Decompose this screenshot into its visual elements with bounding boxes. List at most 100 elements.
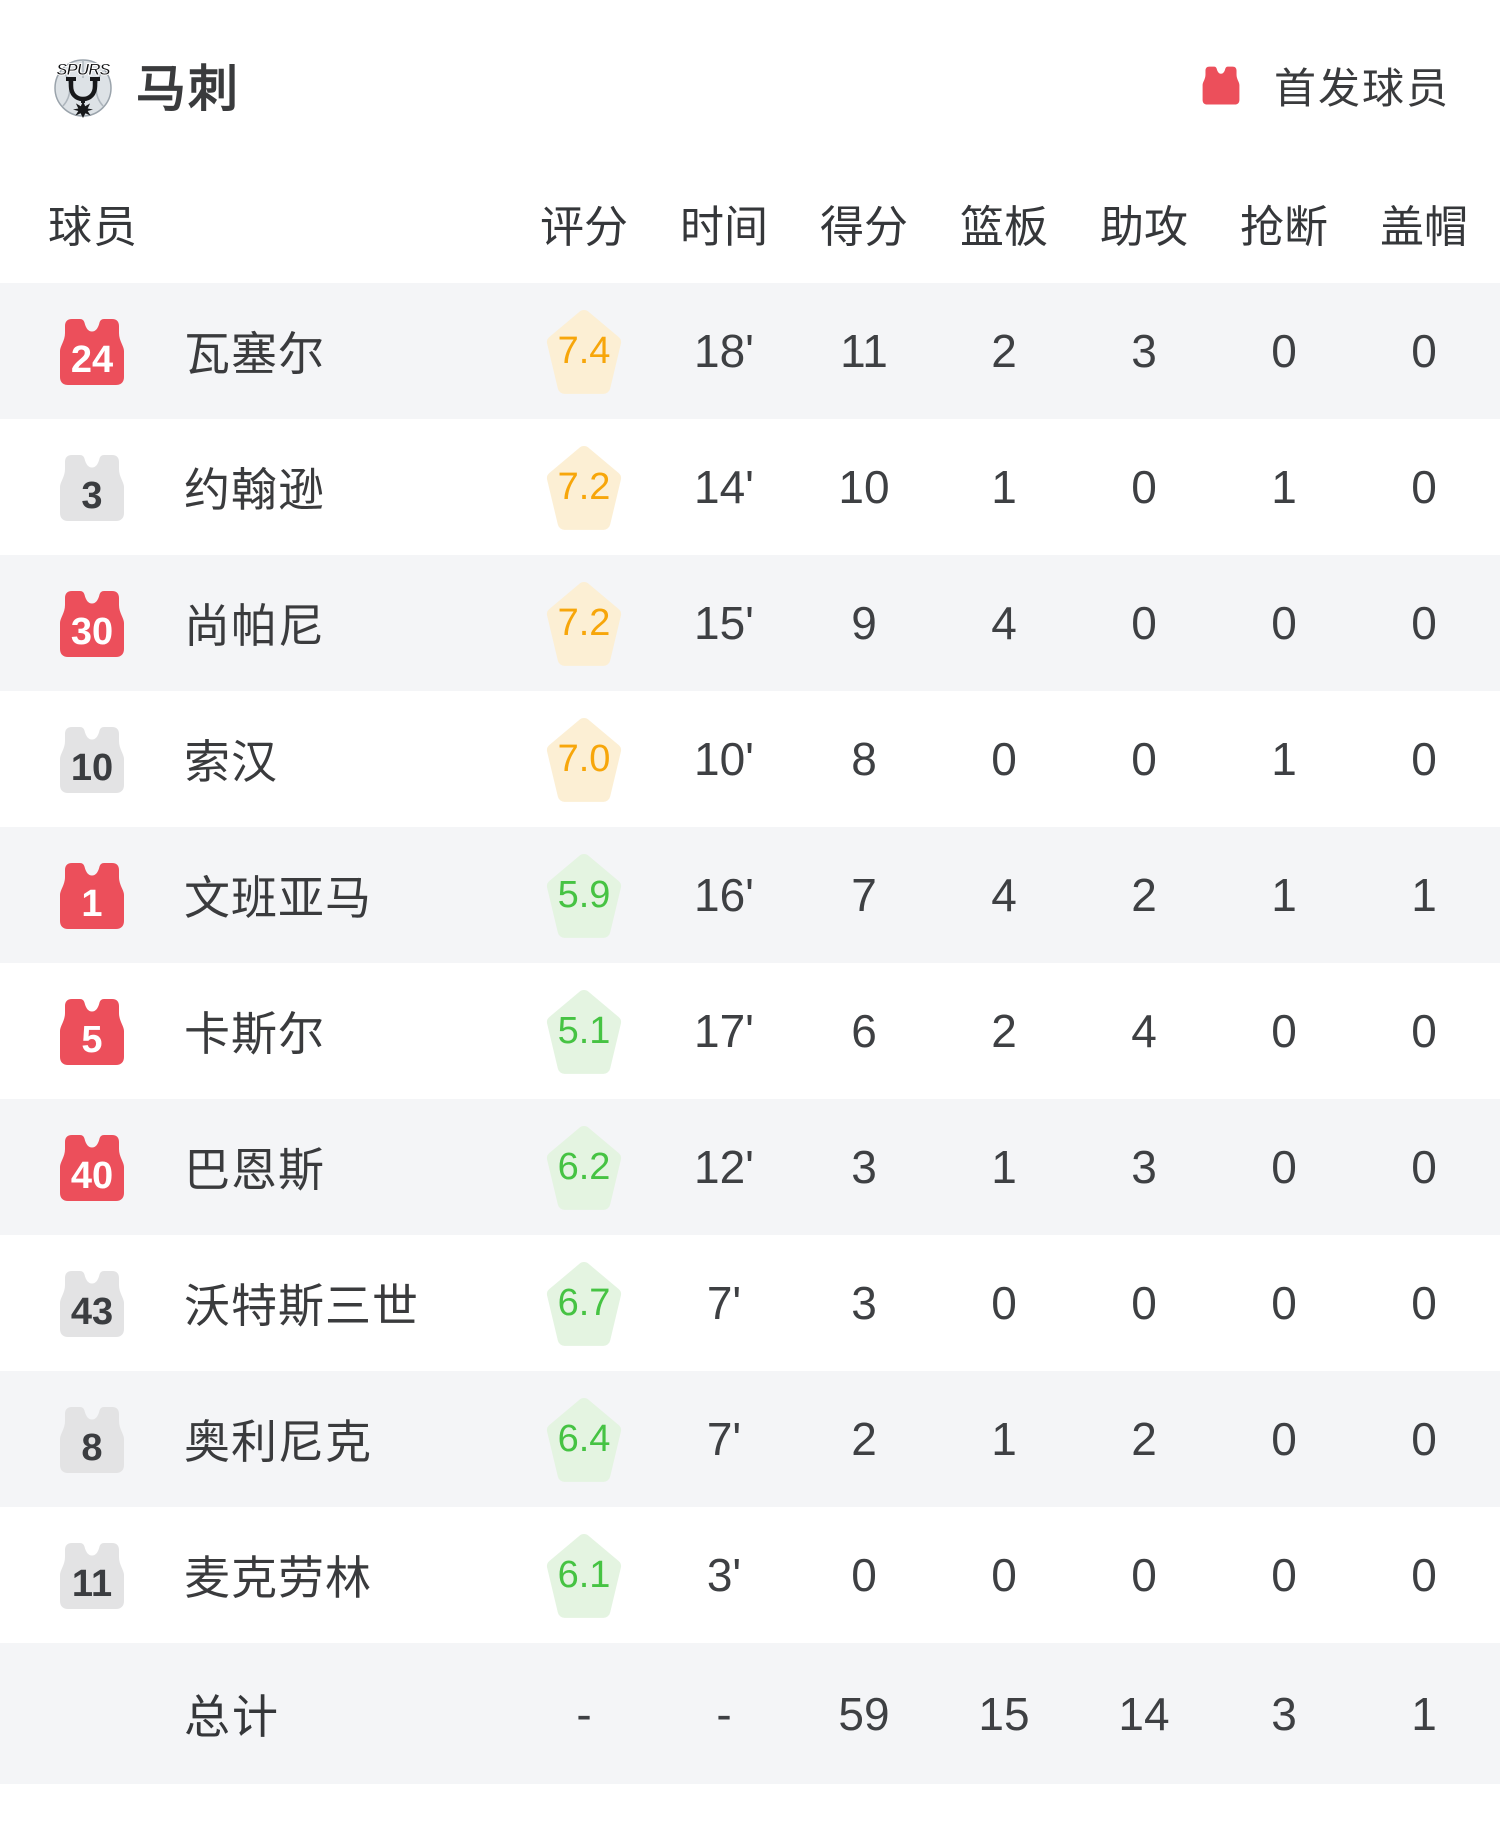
stat-time: 14': [694, 461, 754, 513]
col-header-blocks: 盖帽: [1380, 203, 1468, 252]
col-header-rating: 评分: [540, 203, 628, 252]
player-row[interactable]: 40 巴恩斯 6.2 12' 3 1 3 0 0: [0, 1099, 1500, 1235]
stat-rebounds: 0: [991, 1277, 1017, 1329]
starter-legend: 首发球员: [1198, 55, 1450, 116]
jersey-number: 43: [70, 1291, 114, 1333]
top-header: SPURS 马刺 首发球员: [0, 45, 1500, 125]
stat-blocks: 0: [1411, 733, 1437, 785]
stat-blocks: 0: [1411, 1005, 1437, 1057]
player-name: 文班亚马: [184, 872, 372, 924]
jersey-number: 24: [70, 339, 114, 381]
stat-points: 6: [851, 1005, 877, 1057]
player-row[interactable]: 1 文班亚马 5.9 16' 7 4 2 1 1: [0, 827, 1500, 963]
stat-rebounds: 1: [991, 1413, 1017, 1465]
svg-text:SPURS: SPURS: [56, 60, 111, 79]
rating-value: 6.1: [557, 1553, 611, 1596]
jersey-number: 40: [70, 1155, 114, 1197]
stat-rebounds: 2: [991, 1005, 1017, 1057]
col-header-time: 时间: [680, 203, 768, 252]
player-row[interactable]: 5 卡斯尔 5.1 17' 6 2 4 0 0: [0, 963, 1500, 1099]
col-header-points: 得分: [820, 203, 908, 252]
player-row[interactable]: 11 麦克劳林 6.1 3' 0 0 0 0 0: [0, 1507, 1500, 1643]
stat-points: 10: [838, 461, 890, 513]
stat-rebounds: 2: [991, 325, 1017, 377]
player-name: 巴恩斯: [184, 1144, 325, 1196]
rating-value: 7.2: [557, 465, 611, 508]
stat-points: 2: [851, 1413, 877, 1465]
stat-steals: 1: [1271, 461, 1297, 513]
stat-blocks: 1: [1411, 869, 1437, 921]
stat-steals: 1: [1271, 869, 1297, 921]
stat-time: 7': [706, 1277, 742, 1329]
rating-value: 6.2: [557, 1145, 611, 1188]
stat-rebounds: 1: [991, 461, 1017, 513]
stat-blocks: 0: [1411, 1549, 1437, 1601]
stat-time: 10': [694, 733, 754, 785]
rating-badge: 5.1: [545, 986, 623, 1076]
rating-badge: 7.2: [545, 442, 623, 532]
player-row[interactable]: 30 尚帕尼 7.2 15' 9 4 0 0 0: [0, 555, 1500, 691]
table-header: 球员 评分 时间 得分 篮板 助攻 抢断 盖帽: [0, 163, 1500, 283]
player-row[interactable]: 24 瓦塞尔 7.4 18' 11 2 3 0 0: [0, 283, 1500, 419]
stat-assists: 0: [1131, 1549, 1157, 1601]
rating-badge: 7.4: [545, 306, 623, 396]
rating-value: 5.9: [557, 873, 611, 916]
stat-steals: 1: [1271, 733, 1297, 785]
stat-assists: 0: [1131, 597, 1157, 649]
stat-points: 7: [851, 869, 877, 921]
starter-jersey-icon: [1198, 62, 1244, 108]
stat-rebounds: 4: [991, 869, 1017, 921]
total-blocks: 1: [1411, 1687, 1437, 1740]
team-header: SPURS 马刺: [50, 49, 240, 121]
player-name: 瓦塞尔: [184, 328, 325, 380]
stat-steals: 0: [1271, 325, 1297, 377]
stat-blocks: 0: [1411, 1277, 1437, 1329]
jersey-icon: 11: [52, 1535, 132, 1615]
rating-value: 6.4: [557, 1417, 611, 1460]
player-name: 麦克劳林: [184, 1552, 372, 1604]
jersey-icon: 43: [52, 1263, 132, 1343]
stat-assists: 0: [1131, 733, 1157, 785]
player-row[interactable]: 43 沃特斯三世 6.7 7' 3 0 0 0 0: [0, 1235, 1500, 1371]
total-steals: 3: [1271, 1687, 1297, 1740]
player-row[interactable]: 8 奥利尼克 6.4 7' 2 1 2 0 0: [0, 1371, 1500, 1507]
col-header-rebounds: 篮板: [960, 203, 1048, 252]
col-header-assists: 助攻: [1100, 203, 1188, 252]
total-rebounds: 15: [978, 1687, 1030, 1740]
stat-blocks: 0: [1411, 1141, 1437, 1193]
stat-assists: 4: [1131, 1005, 1157, 1057]
rating-badge: 6.1: [545, 1530, 623, 1620]
jersey-number: 5: [81, 1019, 103, 1061]
rating-value: 7.4: [557, 329, 611, 372]
stat-steals: 0: [1271, 1277, 1297, 1329]
player-rows: 24 瓦塞尔 7.4 18' 11 2 3 0 0 3 约翰逊 7.2: [0, 283, 1500, 1643]
stat-time: 12': [694, 1141, 754, 1193]
stat-time: 3': [706, 1549, 742, 1601]
stat-points: 3: [851, 1141, 877, 1193]
player-name: 索汉: [184, 736, 278, 788]
stat-points: 0: [851, 1549, 877, 1601]
col-header-player: 球员: [48, 203, 138, 252]
rating-value: 7.2: [557, 601, 611, 644]
player-name: 沃特斯三世: [184, 1280, 419, 1332]
stat-points: 11: [840, 325, 888, 377]
stat-assists: 3: [1131, 325, 1157, 377]
jersey-icon: 10: [52, 719, 132, 799]
stat-assists: 2: [1131, 869, 1157, 921]
player-name: 尚帕尼: [184, 600, 325, 652]
stat-blocks: 0: [1411, 461, 1437, 513]
player-name: 约翰逊: [184, 464, 325, 516]
player-row[interactable]: 10 索汉 7.0 10' 8 0 0 1 0: [0, 691, 1500, 827]
starter-legend-label: 首发球员: [1273, 64, 1450, 112]
player-row[interactable]: 3 约翰逊 7.2 14' 10 1 0 1 0: [0, 419, 1500, 555]
rating-value: 7.0: [557, 737, 611, 780]
spurs-logo-icon: SPURS: [50, 52, 116, 118]
stat-time: 7': [706, 1413, 742, 1465]
player-name: 奥利尼克: [184, 1416, 372, 1468]
stat-rebounds: 1: [991, 1141, 1017, 1193]
rating-badge: 6.2: [545, 1122, 623, 1212]
stat-steals: 0: [1271, 1549, 1297, 1601]
jersey-icon: 8: [52, 1399, 132, 1479]
jersey-icon: 5: [52, 991, 132, 1071]
jersey-icon: 1: [52, 855, 132, 935]
